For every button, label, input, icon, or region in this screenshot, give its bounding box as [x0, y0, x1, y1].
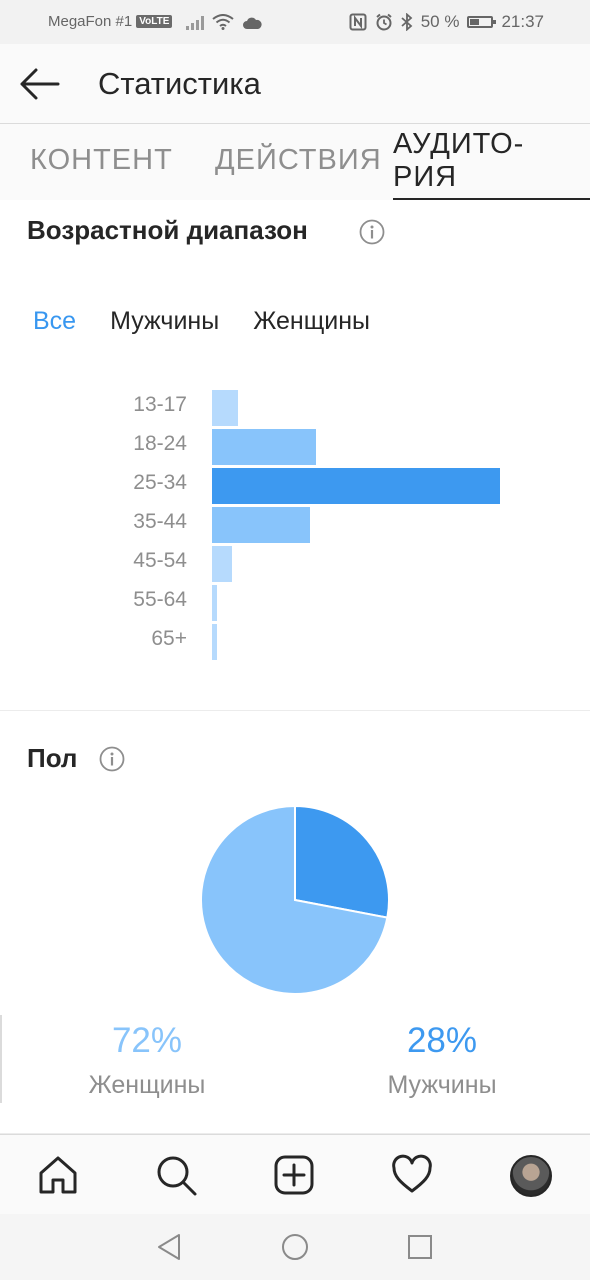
- clock: 21:37: [501, 12, 544, 31]
- age-bar-65+: [212, 624, 217, 660]
- back-triangle-icon[interactable]: [154, 1232, 184, 1262]
- signal-icon: [186, 15, 205, 30]
- age-label-25-34: 25-34: [133, 471, 187, 494]
- recents-square-icon[interactable]: [405, 1232, 435, 1262]
- age-bar-18-24: [212, 429, 316, 465]
- profile-avatar[interactable]: [510, 1155, 552, 1197]
- add-post-icon[interactable]: [272, 1153, 316, 1197]
- age-bar-25-34: [212, 468, 500, 504]
- gender-section-title: Пол: [27, 743, 78, 773]
- volte-badge: VoLTE: [136, 15, 173, 28]
- alarm-icon: [376, 13, 392, 31]
- gender-filter: Все Мужчины Женщины: [33, 307, 404, 336]
- info-icon[interactable]: [359, 219, 385, 245]
- arrow-left-icon[interactable]: [18, 66, 62, 102]
- carrier-name: MegaFon #1: [48, 13, 133, 30]
- home-circle-icon[interactable]: [280, 1232, 310, 1262]
- tab-actions[interactable]: ДЕЙСТВИЯ: [215, 144, 382, 176]
- nfc-icon: [349, 13, 367, 31]
- tab-bar: КОНТЕНТ ДЕЙСТВИЯ АУДИТО- РИЯ: [0, 124, 590, 200]
- men-label: Мужчины: [387, 1071, 497, 1099]
- age-label-13-17: 13-17: [133, 393, 187, 416]
- search-icon[interactable]: [154, 1153, 198, 1197]
- age-section-title: Возрастной диапазон: [27, 215, 308, 245]
- age-bar-55-64: [212, 585, 217, 621]
- activity-heart-icon[interactable]: [390, 1153, 434, 1197]
- info-icon[interactable]: [99, 746, 125, 772]
- tab-content[interactable]: КОНТЕНТ: [30, 144, 173, 176]
- age-label-18-24: 18-24: [133, 432, 187, 455]
- bluetooth-icon: [401, 13, 413, 31]
- age-bar-35-44: [212, 507, 310, 543]
- battery-icon: [467, 16, 497, 28]
- tab-active-indicator: [393, 198, 590, 200]
- cloud-icon: [243, 17, 263, 29]
- age-bar-13-17: [212, 390, 238, 426]
- gender-pie-chart: [200, 805, 390, 995]
- section-divider: [0, 1133, 590, 1134]
- app-bar: Статистика: [0, 44, 590, 124]
- age-label-45-54: 45-54: [133, 549, 187, 572]
- battery-percent: 50 %: [420, 12, 460, 31]
- status-left: MegaFon #1 VoLTE: [48, 13, 263, 30]
- filter-men[interactable]: Мужчины: [110, 307, 220, 335]
- filter-women[interactable]: Женщины: [253, 307, 370, 335]
- bottom-navigation: [0, 1134, 590, 1214]
- status-bar: MegaFon #1 VoLTE: [0, 0, 590, 44]
- filter-all[interactable]: Все: [33, 307, 77, 335]
- age-label-65+: 65+: [151, 627, 187, 650]
- pie-slice-men: [294, 805, 390, 919]
- men-percent: 28%: [406, 1021, 478, 1060]
- age-label-35-44: 35-44: [133, 510, 187, 533]
- women-label: Женщины: [88, 1071, 206, 1099]
- section-divider: [0, 710, 590, 711]
- pie-slice-women: [200, 805, 389, 995]
- status-right: 50 % 21:37: [349, 12, 544, 32]
- women-percent: 72%: [111, 1021, 183, 1060]
- home-icon[interactable]: [36, 1153, 80, 1197]
- age-label-55-64: 55-64: [133, 588, 187, 611]
- scroll-edge: [0, 1015, 2, 1103]
- age-bar-45-54: [212, 546, 232, 582]
- page-title: Статистика: [98, 66, 261, 101]
- tab-audience[interactable]: АУДИТО- РИЯ: [393, 128, 525, 193]
- system-navigation: [0, 1214, 590, 1280]
- wifi-icon: [212, 13, 235, 30]
